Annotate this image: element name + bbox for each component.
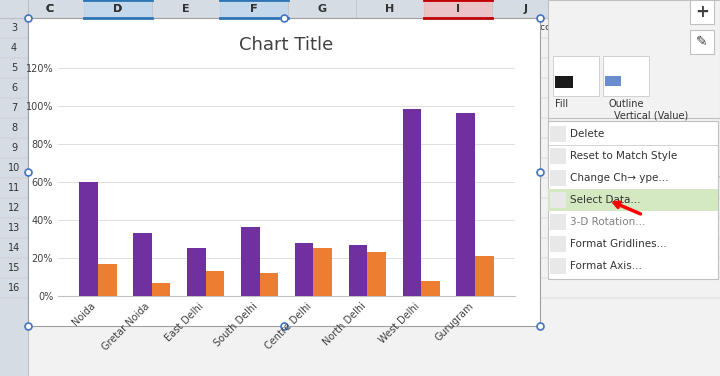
Text: 8: 8 — [11, 123, 17, 133]
Text: I: I — [456, 4, 460, 14]
Text: 3-D Rotation...: 3-D Rotation... — [570, 217, 645, 227]
Text: I: I — [456, 4, 460, 14]
Text: Payment: Payment — [458, 23, 498, 32]
Bar — [424, 0, 492, 18]
Text: 3: 3 — [11, 23, 17, 33]
Text: +: + — [695, 3, 709, 21]
Bar — [456, 113, 475, 296]
Text: Faric: Faric — [50, 203, 71, 212]
Text: Vertical (Value): Vertical (Value) — [614, 111, 688, 121]
Text: Lo: Lo — [50, 23, 60, 32]
Bar — [550, 192, 566, 208]
Text: 7: 7 — [11, 103, 17, 113]
Bar — [206, 271, 225, 296]
Text: K: K — [590, 4, 598, 14]
Text: Sout: Sout — [50, 103, 71, 112]
Text: Achived: Achived — [390, 23, 426, 32]
Text: Order: Order — [254, 23, 280, 32]
Text: 14: 14 — [8, 243, 20, 253]
Text: C: C — [46, 4, 54, 14]
Text: Format Axis...: Format Axis... — [570, 261, 642, 271]
Bar — [84, 0, 152, 18]
Text: 16: 16 — [8, 283, 20, 293]
Bar — [605, 76, 621, 86]
Bar — [550, 148, 566, 164]
Bar — [550, 214, 566, 230]
Text: Cent: Cent — [50, 123, 71, 132]
Text: 11: 11 — [8, 183, 20, 193]
Text: F: F — [251, 4, 258, 14]
Text: ✎: ✎ — [696, 35, 708, 49]
Text: Outline: Outline — [608, 99, 644, 109]
Bar — [603, 56, 649, 96]
Title: Chart Title: Chart Title — [239, 36, 333, 54]
Text: E: E — [182, 4, 190, 14]
Text: F: F — [251, 4, 258, 14]
Text: Order: Order — [118, 23, 144, 32]
Bar — [220, 0, 288, 18]
Bar — [186, 249, 206, 296]
Text: G: G — [318, 4, 327, 14]
Bar — [690, 30, 714, 54]
Bar — [367, 252, 387, 296]
Text: Gret: Gret — [50, 64, 70, 73]
Text: Fill: Fill — [555, 99, 569, 109]
Bar — [421, 281, 440, 296]
Text: 4: 4 — [11, 43, 17, 53]
Bar — [475, 256, 494, 296]
Text: H: H — [385, 4, 395, 14]
Text: D: D — [113, 4, 122, 14]
Bar — [550, 126, 566, 142]
Text: Guru: Guru — [50, 183, 72, 193]
Text: Nort: Nort — [50, 144, 70, 153]
Text: Reset to Match Style: Reset to Match Style — [570, 151, 678, 161]
Bar — [313, 249, 333, 296]
Bar — [690, 0, 714, 24]
Text: J: J — [524, 4, 528, 14]
Text: 5: 5 — [11, 63, 17, 73]
Text: 9: 9 — [11, 143, 17, 153]
Bar — [28, 18, 540, 326]
Text: Change Ch→ ype...: Change Ch→ ype... — [570, 173, 668, 183]
Text: Select Data...: Select Data... — [570, 195, 641, 205]
Bar — [555, 76, 573, 88]
Bar — [294, 243, 313, 296]
Bar — [152, 283, 171, 296]
Bar — [550, 258, 566, 274]
Bar — [553, 56, 599, 96]
Text: Format Gridlines...: Format Gridlines... — [570, 239, 667, 249]
Bar — [348, 245, 367, 296]
Bar — [550, 236, 566, 252]
Bar — [78, 182, 98, 296]
Bar — [0, 0, 720, 18]
Bar — [550, 170, 566, 186]
Bar — [240, 227, 259, 296]
Text: 15: 15 — [8, 263, 20, 273]
Text: 13: 13 — [8, 223, 20, 233]
Text: 10: 10 — [8, 163, 20, 173]
Text: Wes: Wes — [50, 164, 68, 173]
Text: East: East — [50, 83, 69, 92]
Bar — [259, 273, 279, 296]
Bar — [548, 121, 718, 279]
Text: Delete: Delete — [570, 129, 604, 139]
Bar — [402, 109, 421, 296]
Text: 6: 6 — [11, 83, 17, 93]
Bar — [548, 0, 720, 176]
Bar — [548, 189, 718, 211]
Text: 12: 12 — [8, 203, 20, 213]
Text: Noid: Noid — [50, 44, 71, 53]
Text: D: D — [113, 4, 122, 14]
Bar — [132, 233, 152, 296]
Text: Discount: Discount — [526, 23, 566, 32]
Bar — [98, 264, 117, 296]
Text: C: C — [46, 4, 54, 14]
Bar — [0, 0, 28, 376]
